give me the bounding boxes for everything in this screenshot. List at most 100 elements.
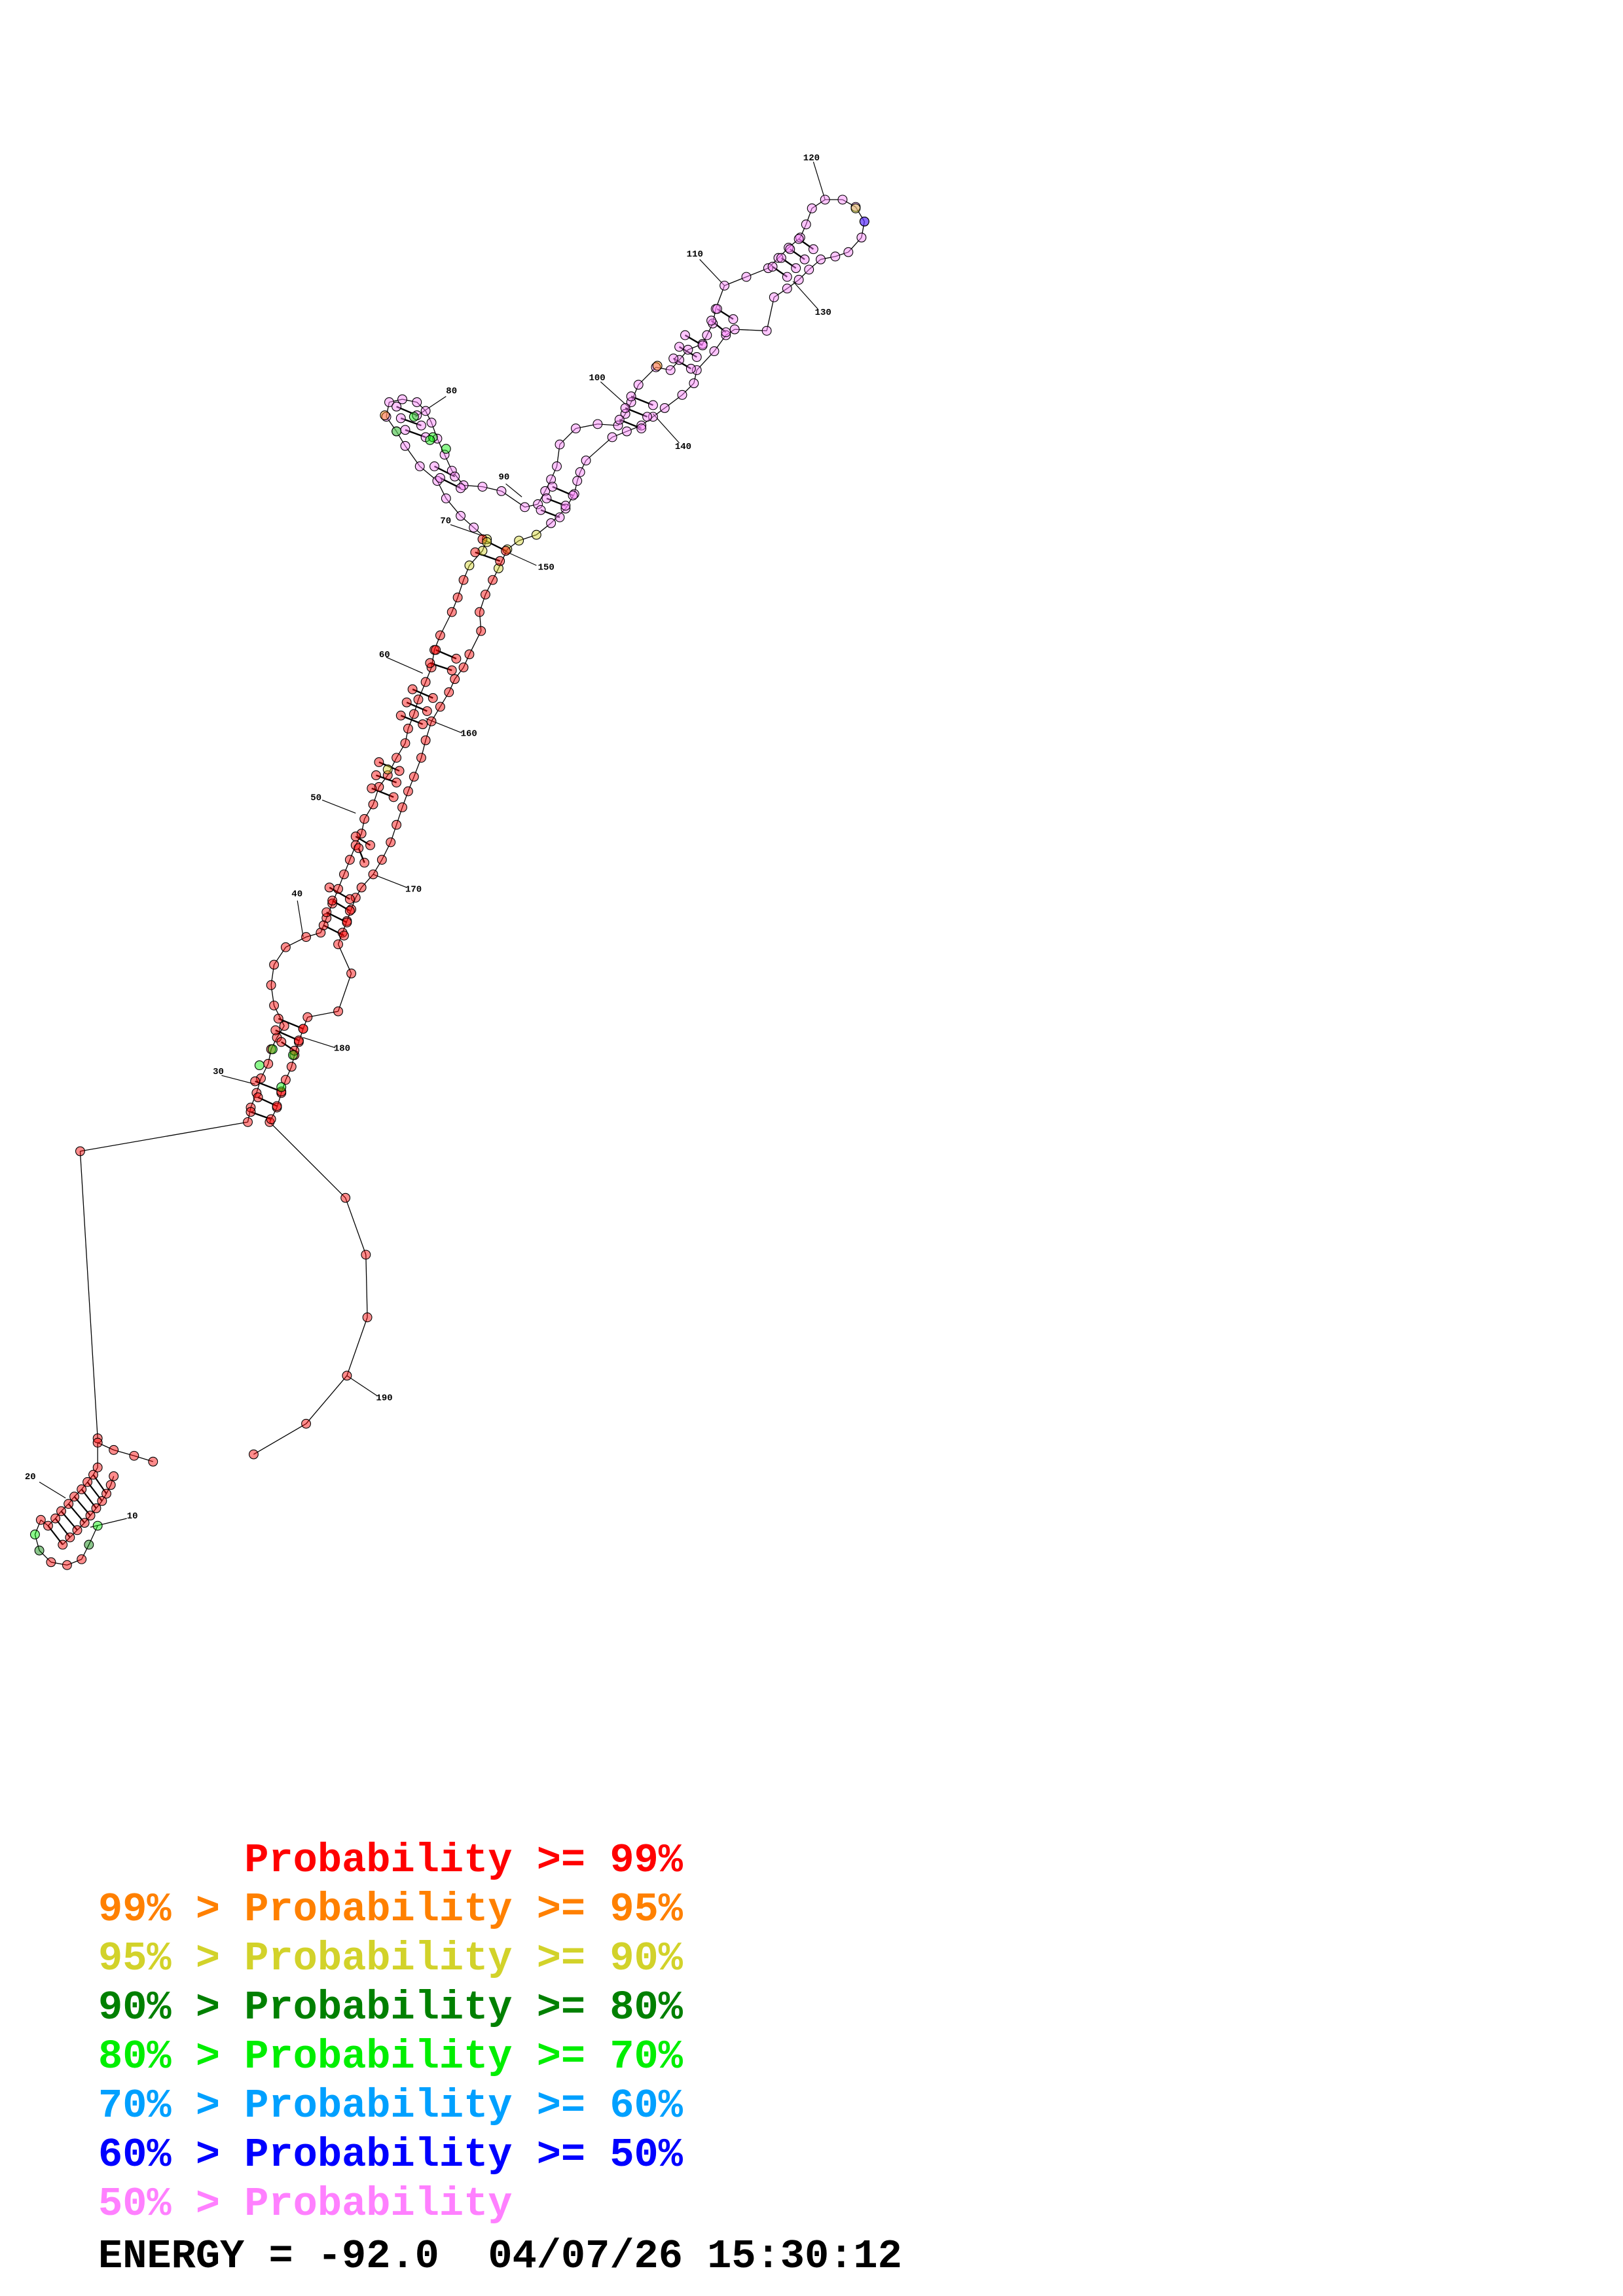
nucleotide-circle <box>677 389 687 400</box>
backbone-segment <box>479 612 482 632</box>
backbone-segment <box>625 402 632 414</box>
nucleotide-circle <box>552 461 562 471</box>
nucleotide-circle <box>276 1082 287 1092</box>
backbone-segment <box>463 654 470 668</box>
nucleotide-circle <box>546 475 556 484</box>
position-label: 20 <box>25 1472 36 1482</box>
backbone-segment <box>337 874 345 889</box>
nucleotide-circle <box>418 719 428 730</box>
nucleotide-circle <box>782 283 792 294</box>
nucleotide-circle <box>267 1044 278 1054</box>
position-label: 60 <box>379 650 390 660</box>
nucleotide-circle <box>791 263 801 274</box>
nucleotide-circle <box>82 1477 93 1487</box>
nucleotide-circle <box>412 397 422 407</box>
backbone-segment <box>80 1121 248 1152</box>
backbone-segment <box>346 1375 378 1397</box>
backbone-segment <box>812 161 826 200</box>
backbone-segment <box>401 791 409 808</box>
nucleotide-circle <box>426 716 437 726</box>
nucleotide-circle <box>388 792 399 802</box>
legend-label: Probability >= 70% <box>244 2034 683 2080</box>
backbone-segment <box>482 486 502 492</box>
nucleotide-circle <box>340 1193 351 1203</box>
nucleotide-circle <box>546 518 556 528</box>
backbone-segment <box>250 1092 257 1108</box>
backbone-segment <box>579 460 587 473</box>
backbone-segment <box>395 807 403 825</box>
nucleotide-circle <box>286 1062 297 1072</box>
base-pair-line <box>684 334 703 346</box>
nucleotide-circle <box>720 280 730 291</box>
backbone-segment <box>425 667 432 683</box>
base-pair-line <box>625 407 648 418</box>
nucleotide-circle <box>691 365 702 375</box>
backbone-segment <box>778 247 789 259</box>
nucleotide-circle <box>392 778 402 788</box>
backbone-segment <box>67 1558 82 1566</box>
nucleotide-circle <box>520 502 530 512</box>
backbone-segment <box>61 1503 69 1512</box>
backbone-segment <box>298 1028 304 1043</box>
backbone-segment <box>405 728 409 744</box>
legend-label: Probability >= 50% <box>244 2132 683 2178</box>
nucleotide-circle <box>568 490 578 501</box>
backbone-segment <box>454 667 464 679</box>
nucleotide-circle <box>767 261 778 272</box>
backbone-segment <box>268 1049 272 1064</box>
base-pair-line <box>60 1511 78 1531</box>
backbone-segment <box>134 1455 153 1462</box>
base-pair-line <box>81 1488 97 1509</box>
backbone-segment <box>34 1534 40 1551</box>
nucleotide-circle <box>401 697 412 708</box>
nucleotide-circle <box>804 264 814 275</box>
nucleotide-circle <box>432 476 443 486</box>
backbone-segment <box>792 281 818 310</box>
backbone-segment <box>381 842 392 860</box>
backbone-segment <box>389 399 403 403</box>
nucleotide-circle <box>477 546 488 556</box>
backbone-segment <box>320 918 327 933</box>
backbone-segment <box>735 329 767 332</box>
base-pair-line <box>92 1474 107 1494</box>
nucleotide-circle <box>560 501 571 511</box>
backbone-segment <box>575 423 598 429</box>
backbone-segment <box>805 208 812 225</box>
nucleotide-circle <box>659 403 670 413</box>
nucleotide-circle <box>547 482 558 492</box>
position-label: 180 <box>334 1043 350 1054</box>
nucleotide-circle <box>633 380 644 390</box>
nucleotide-circle <box>761 325 772 336</box>
nucleotide-circle <box>674 355 685 365</box>
backbone-segment <box>253 1423 306 1455</box>
base-pair-line <box>798 238 814 250</box>
backbone-segment <box>302 1037 336 1049</box>
backbone-segment <box>484 579 494 595</box>
base-pair-line <box>357 848 365 863</box>
nucleotide-circle <box>691 352 702 362</box>
backbone-segment <box>365 1255 368 1318</box>
legend-label: Probability <box>244 2181 513 2227</box>
backbone-segment <box>413 757 422 777</box>
nucleotide-circle <box>439 450 450 460</box>
legend-label: Probability >= 60% <box>244 2083 683 2129</box>
nucleotide-circle <box>301 1418 312 1429</box>
nucleotide-circle <box>741 272 752 282</box>
nucleotide-circle <box>397 394 407 404</box>
nucleotide-circle <box>416 420 426 431</box>
nucleotide-circle <box>477 482 488 492</box>
nucleotide-circle <box>773 253 784 263</box>
position-label: 120 <box>803 153 820 164</box>
nucleotide-circle <box>333 884 344 894</box>
base-pair-line <box>406 702 428 712</box>
backbone-segment <box>269 1121 346 1198</box>
nucleotide-circle <box>29 1530 40 1539</box>
legend-threshold: 70% > <box>98 2083 245 2129</box>
backbone-segment <box>431 422 438 439</box>
base-pair-line <box>772 266 788 278</box>
position-labels: 10 20 30 40 50 60 70 80 90 100 110 120 130 140 150 160 1… <box>25 153 831 1522</box>
base-pair-line <box>439 477 462 489</box>
backbone-segment <box>79 1151 98 1439</box>
position-label: 150 <box>538 563 555 573</box>
nucleotide-circle <box>91 1503 101 1513</box>
